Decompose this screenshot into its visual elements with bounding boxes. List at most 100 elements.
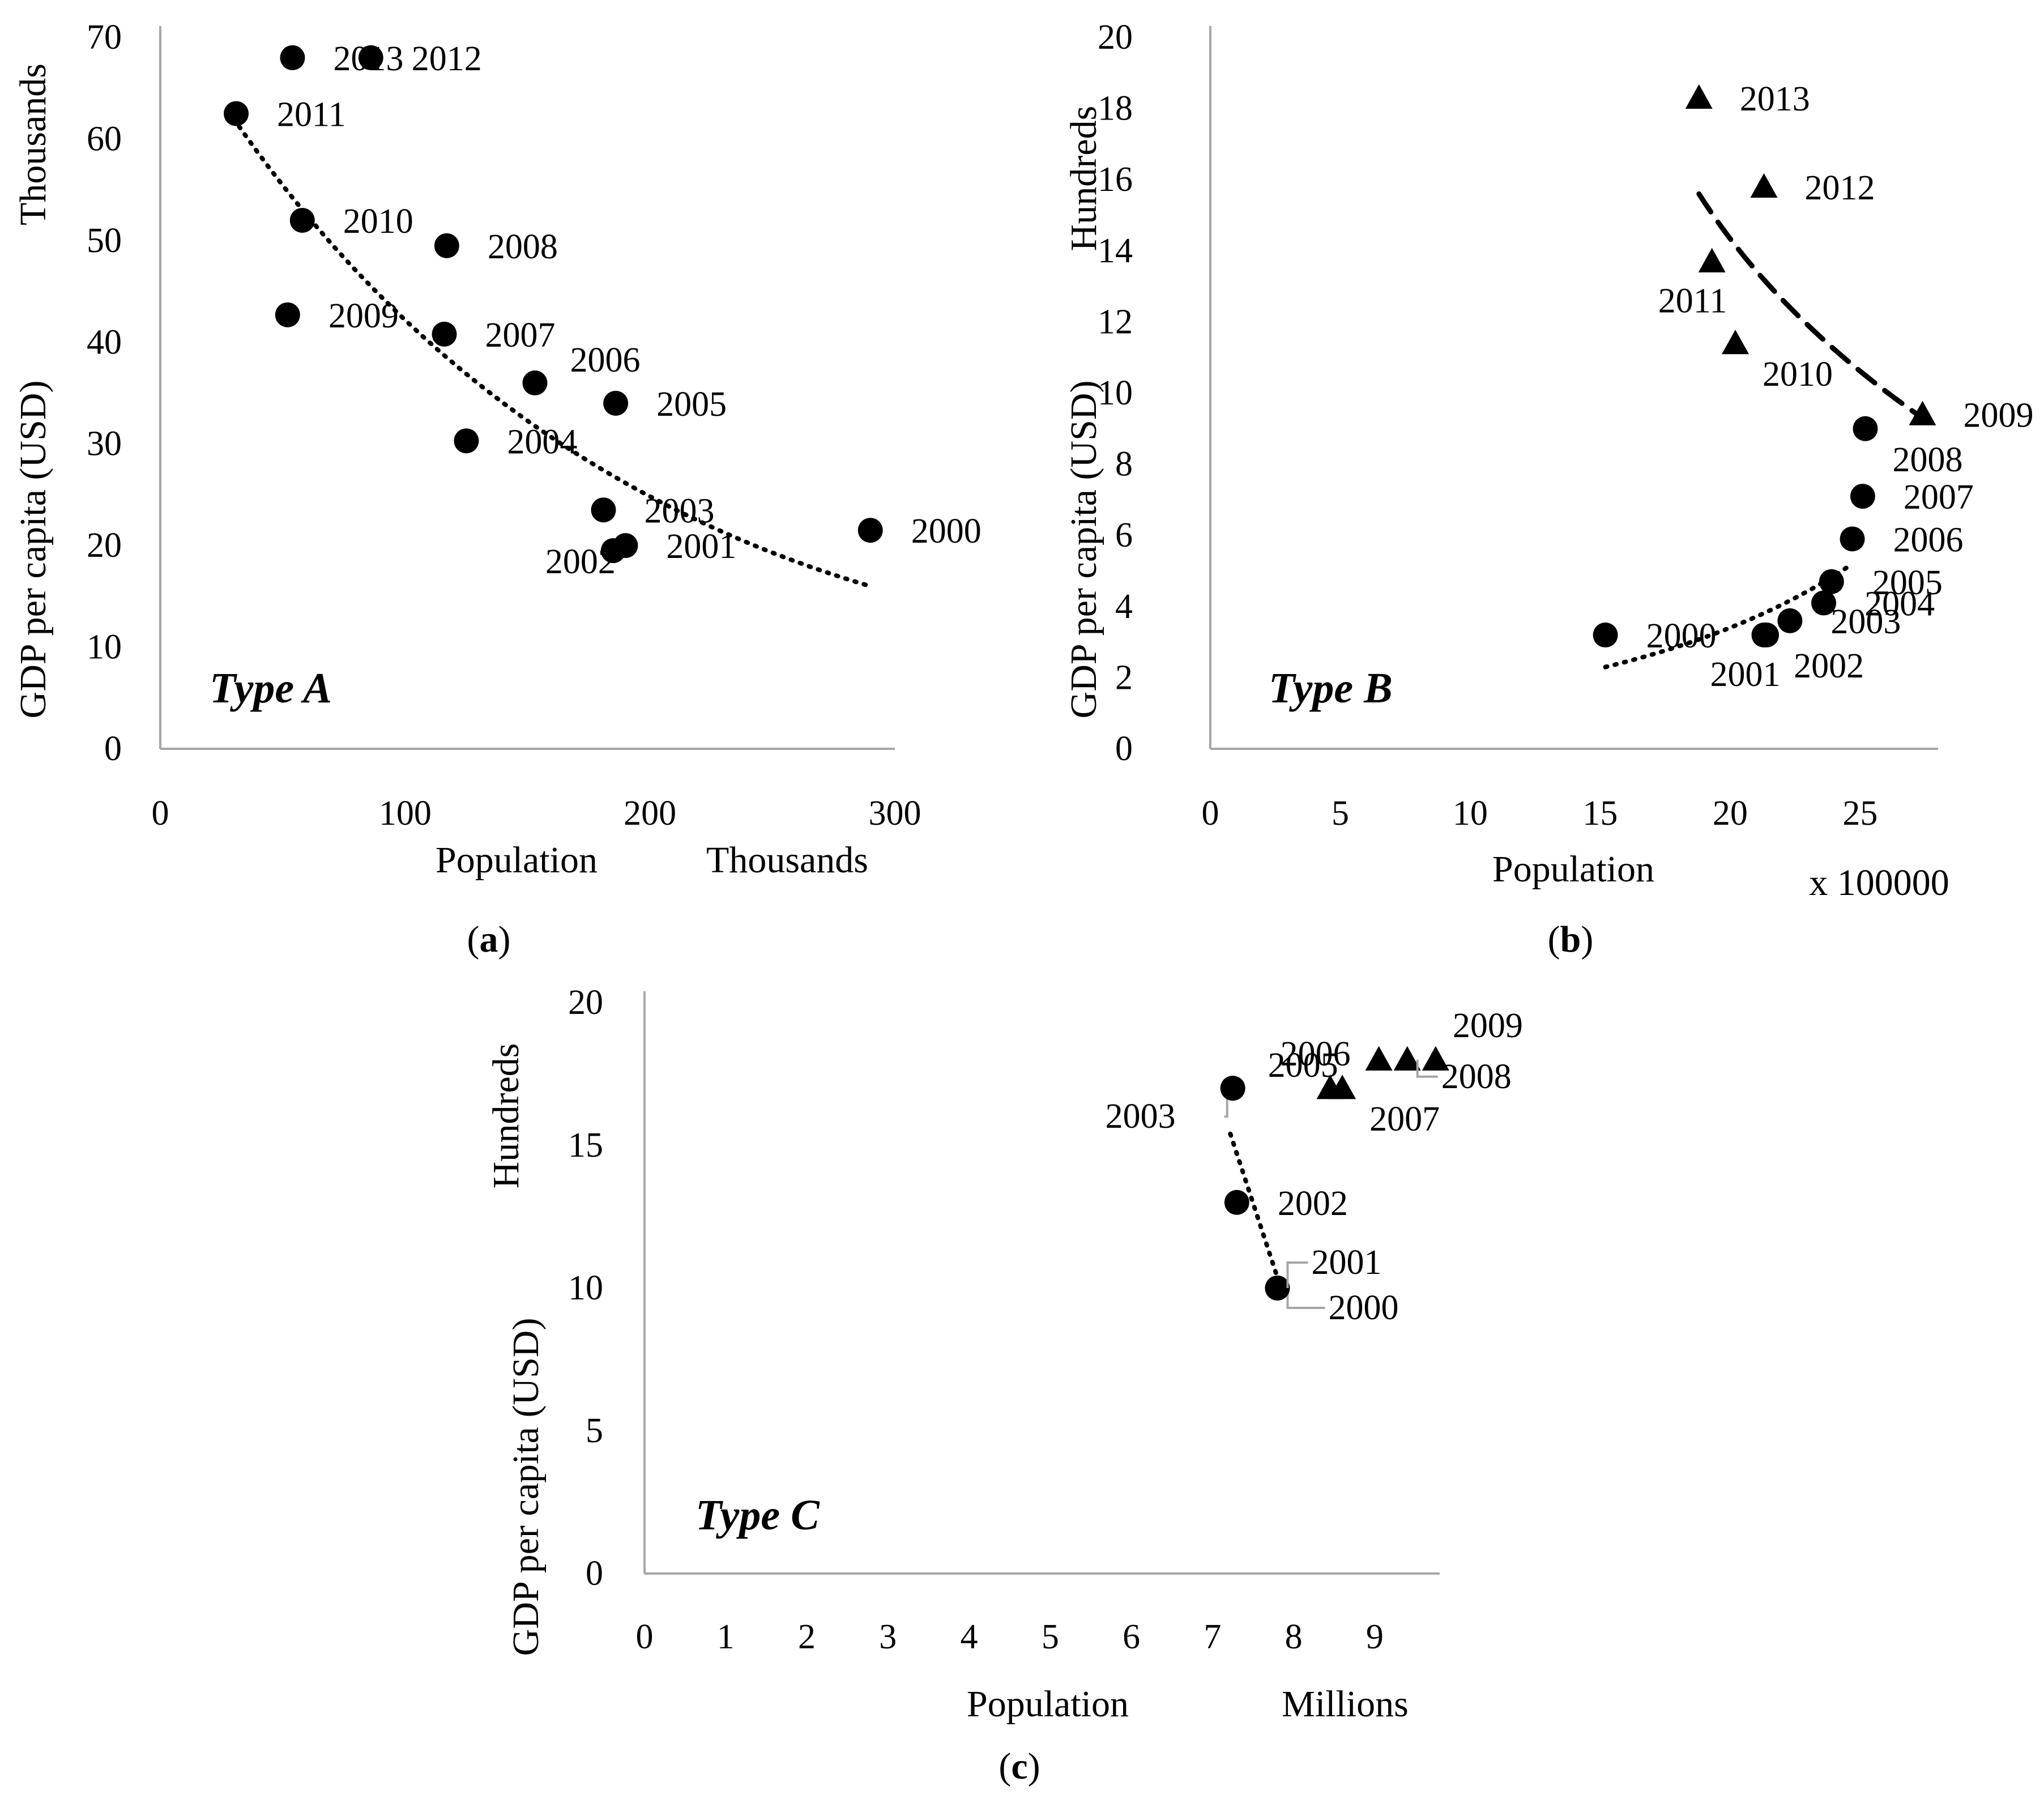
x-tick-label: 2 [798,1618,816,1656]
data-point [1777,608,1803,633]
y-tick-label: 0 [586,1554,603,1593]
data-point [1265,1276,1290,1301]
point-label: 2004 [507,423,577,461]
panel-b: 0 5 10 15 20 25 0 2 4 6 8 10 12 14 16 18 20 Population x 1… [1063,18,2033,960]
type-label: Type C [695,1491,820,1539]
panel-c: 0 1 2 3 4 5 6 7 8 9 0 5 10 15 20 Population Millions GDP … [485,983,1523,1787]
caption-open: ( [467,919,480,960]
y-axis-title: GDP per capita (USD) [1063,381,1104,719]
point-label: 2004 [1864,585,1935,624]
point-label: 2010 [1763,355,1833,394]
y-tick-label: 14 [1098,232,1133,270]
point-label: 2013 [333,40,403,78]
point-label: 2009 [1453,1007,1523,1045]
point-label: 2003 [1830,603,1901,641]
panel-caption: (c) [998,1746,1040,1787]
data-point [432,321,457,347]
point-label: 2009 [1963,396,2033,435]
point-label: 2007 [485,316,556,355]
x-tick-label: 6 [1123,1618,1140,1656]
type-label: Type A [210,664,332,712]
point-label: 2013 [1740,80,1810,118]
point-label: 2006 [570,341,640,380]
x-tick-label: 15 [1582,794,1618,833]
x-tick-label: 3 [879,1618,897,1656]
y-tick-label: 40 [87,323,122,361]
type-label: Type B [1269,664,1393,712]
point-label: 2007 [1369,1100,1440,1139]
y-tick-label: 15 [568,1126,603,1165]
point-label: 2000 [911,512,982,551]
x-tick-label: 9 [1366,1618,1384,1656]
point-label: 2000 [1328,1289,1398,1327]
x-tick-label: 100 [379,794,432,833]
x-axis-unit: Thousands [706,839,868,881]
point-label: 2005 [1268,1046,1338,1085]
point-label: 2011 [1658,282,1727,321]
y-axis-unit: Hundreds [1063,106,1104,251]
x-tick-label: 300 [869,794,921,833]
data-point [1754,623,1780,648]
y-tick-label: 20 [568,983,603,1022]
y-tick-label: 10 [568,1269,603,1307]
data-point-triangle [1909,400,1936,425]
caption-close: ) [498,919,511,960]
point-label: 2008 [1893,441,1963,479]
point-label: 2010 [343,202,413,241]
point-label: 2002 [1278,1184,1348,1223]
x-axis-title: Population [1492,849,1654,890]
data-point [1853,416,1878,441]
data-point [280,45,305,70]
data-point [857,518,883,543]
trendline-dotted [1603,561,1855,670]
panel-a: 0 100 200 300 0 10 20 30 40 50 60 70 Population Thous… [12,18,982,960]
y-tick-label: 50 [87,221,122,260]
x-tick-label: 10 [1453,794,1488,833]
data-point [1850,484,1875,509]
x-axis-title: Population [436,839,598,881]
point-label: 2001 [1710,655,1781,694]
data-point [1819,569,1844,594]
point-label: 2008 [1441,1058,1512,1096]
point-label: 2002 [545,543,616,581]
caption-letter: a [480,919,498,960]
caption-close: ) [1581,919,1593,960]
x-tick-label: 20 [1713,794,1748,833]
data-point [1224,1189,1249,1215]
caption-letter: b [1560,919,1581,960]
point-label: 2005 [1872,564,1943,602]
x-tick-label: 4 [961,1618,978,1656]
data-point [275,302,300,327]
data-point [224,101,249,126]
y-tick-label: 5 [586,1412,603,1450]
y-tick-label: 0 [1115,730,1133,768]
y-tick-label: 18 [1098,89,1133,128]
x-tick-label: 5 [1332,794,1349,833]
y-tick-label: 6 [1115,516,1133,555]
y-tick-label: 16 [1098,160,1133,199]
point-label: 2000 [1646,617,1717,655]
point-label: 2007 [1904,478,1974,517]
point-label: 2003 [1106,1097,1176,1136]
x-tick-label: 5 [1042,1618,1059,1656]
data-point [1593,623,1618,648]
leader-line [1416,1059,1438,1078]
data-point [1811,590,1837,616]
leader-line [1286,1288,1325,1309]
data-point [603,390,629,416]
y-tick-label: 70 [87,18,122,57]
data-point [289,207,315,233]
y-tick-label: 10 [1098,374,1133,412]
point-label: 2012 [412,40,482,78]
x-tick-label: 200 [624,794,676,833]
x-tick-label: 25 [1842,794,1877,833]
data-point-triangle [1393,1046,1421,1071]
data-point [358,45,383,70]
y-tick-label: 0 [104,730,122,768]
trendline-dashed [1696,191,1925,421]
point-label: 2006 [1893,521,1964,559]
data-point-triangle [1365,1046,1393,1071]
data-point-triangle [1750,173,1778,198]
x-tick-label: 0 [636,1618,654,1656]
